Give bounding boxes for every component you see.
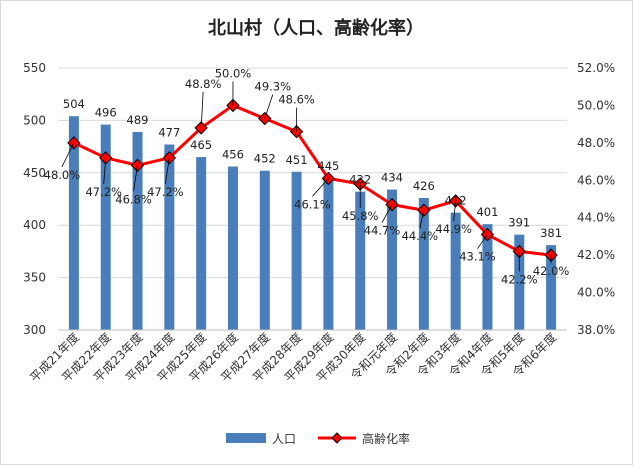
leader-line [453, 200, 457, 221]
line-data-labels: 48.0% 47.2%46.8%47.2% 48.8%50.0%49.3%48.6%… [44, 66, 570, 286]
line-value-label: 46.8% [115, 192, 152, 206]
legend-label-population: 人口 [272, 432, 296, 446]
bar-value-label: 426 [413, 179, 435, 193]
left-axis-tick-label: 500 [23, 113, 46, 127]
leader-line [419, 210, 425, 229]
line-value-label: 44.9% [435, 222, 472, 236]
bar [387, 189, 398, 330]
line-value-label: 48.0% [44, 168, 81, 182]
leader-line [133, 165, 138, 192]
bar [259, 170, 270, 330]
line-value-label: 42.2% [501, 272, 538, 286]
line-value-label: 47.2% [147, 185, 184, 199]
bar-value-label: 445 [317, 159, 339, 173]
line-marker [194, 121, 208, 135]
line-value-label: 44.7% [364, 224, 401, 238]
bar-value-label: 489 [127, 113, 149, 127]
left-axis-tick-label: 450 [23, 166, 46, 180]
bar [164, 144, 175, 330]
bar-value-label: 434 [381, 171, 403, 185]
left-axis-tick-label: 300 [23, 323, 46, 337]
line-marker [289, 124, 304, 139]
line-value-label: 49.3% [255, 80, 292, 94]
right-axis-tick-label: 44.0% [577, 211, 615, 225]
line-value-label: 43.1% [459, 250, 496, 264]
line-value-label: 42.0% [533, 264, 570, 278]
leader-line [103, 157, 107, 184]
line-marker [130, 158, 145, 173]
leader-line [164, 157, 170, 184]
line-marker [67, 136, 81, 150]
bar-value-label: 496 [95, 106, 117, 120]
bar [323, 178, 334, 330]
line-value-label: 48.6% [278, 93, 315, 107]
line-value-label: 50.0% [215, 66, 252, 80]
right-y-axis: 38.0% 40.0% 42.0% 44.0% 46.0% 48.0% 50.0% 52.0% [577, 61, 615, 337]
right-axis-tick-label: 42.0% [577, 248, 615, 262]
leader-line [381, 204, 393, 223]
legend: 人口 高齢化率 [226, 431, 410, 446]
line-value-label: 48.8% [185, 77, 222, 91]
line-marker [480, 227, 495, 242]
bar [450, 212, 461, 330]
bar-value-label: 465 [190, 138, 212, 152]
right-axis-tick-label: 50.0% [577, 98, 615, 112]
bar [482, 224, 493, 330]
bar-value-label: 401 [476, 205, 498, 219]
bar-value-label: 412 [445, 194, 467, 208]
line-marker [385, 197, 399, 212]
left-axis-tick-label: 350 [23, 271, 46, 285]
leader-line [61, 142, 75, 168]
line-marker [226, 98, 240, 113]
leader-line [312, 178, 329, 197]
right-axis-tick-label: 40.0% [577, 286, 615, 300]
legend-swatch-population [226, 433, 266, 443]
bar [227, 166, 238, 330]
bar [546, 245, 557, 330]
bar-value-label: 452 [254, 152, 276, 166]
right-axis-tick-label: 46.0% [577, 173, 615, 187]
line-value-label: 44.4% [402, 229, 439, 243]
legend-label-aging-rate: 高齢化率 [362, 431, 410, 446]
right-axis-tick-label: 48.0% [577, 136, 615, 150]
bar-value-label: 456 [222, 148, 244, 162]
population-bars [68, 116, 557, 330]
aging-rate-line [67, 98, 558, 262]
left-y-axis: 300 350 400 450 500 550 [23, 61, 46, 337]
bar-value-label: 477 [158, 126, 180, 140]
bar-value-label: 451 [286, 153, 308, 167]
bar [355, 191, 366, 330]
bar [514, 234, 525, 330]
bar [132, 131, 143, 330]
x-axis: 平成21年度平成22年度平成23年度平成24年度平成25年度平成26年度平成27… [27, 329, 567, 385]
bar-data-labels: 504 496 489 477 465 456 452 451 445 432 434 426 412 4… [63, 97, 562, 240]
line-marker [448, 194, 463, 208]
bar [196, 157, 207, 330]
right-axis-tick-label: 52.0% [577, 61, 615, 75]
right-axis-tick-label: 38.0% [577, 323, 615, 337]
line-value-label: 47.2% [85, 185, 122, 199]
left-axis-tick-label: 550 [23, 61, 46, 75]
bar [68, 116, 79, 330]
bar [418, 197, 429, 330]
bar [291, 171, 302, 330]
left-axis-tick-label: 400 [23, 218, 46, 232]
leader-line [264, 94, 274, 119]
bar-value-label: 432 [349, 173, 371, 187]
line-marker [258, 111, 272, 126]
aging-rate-polyline [73, 103, 552, 257]
line-value-label: 46.1% [294, 197, 331, 211]
bar-value-label: 391 [508, 216, 530, 230]
legend-marker-aging-rate [331, 432, 343, 444]
bar-value-label: 504 [63, 97, 85, 111]
leader-line [200, 91, 204, 128]
leader-line [477, 234, 488, 249]
bar [100, 124, 111, 330]
bar-value-label: 381 [540, 226, 562, 240]
line-value-label: 45.8% [342, 209, 379, 223]
chart-title: 北山村（人口、高齢化率） [208, 17, 424, 39]
